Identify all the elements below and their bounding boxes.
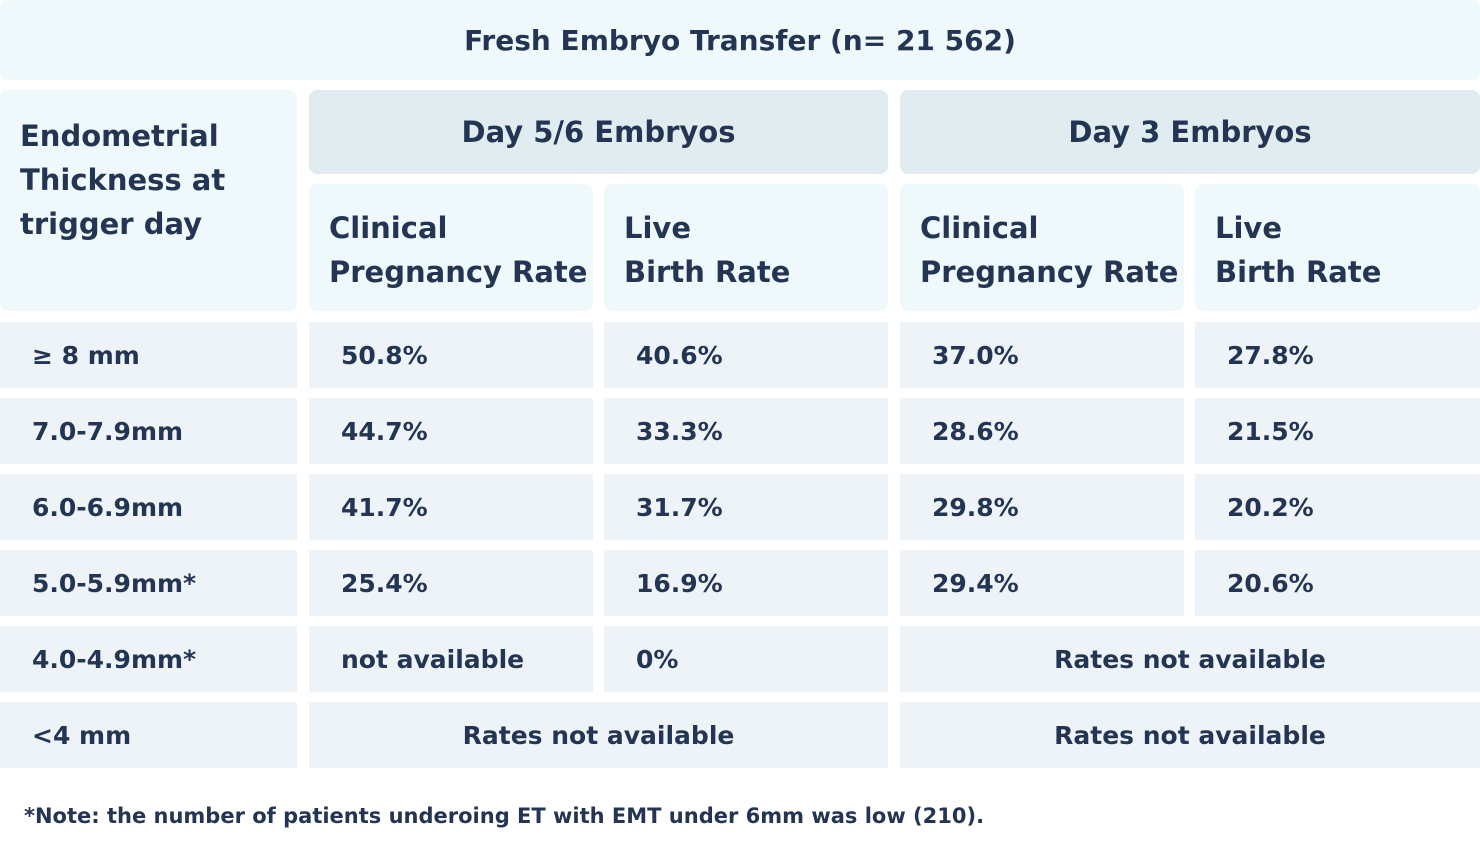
table-cell: 0% bbox=[604, 626, 888, 692]
table-cell: 20.2% bbox=[1195, 474, 1480, 540]
table-cell: 50.8% bbox=[309, 322, 593, 388]
subheader-day56-clinical-pregnancy: Clinical Pregnancy Rate bbox=[309, 184, 593, 311]
subheader-line: Pregnancy Rate bbox=[329, 255, 588, 289]
subheader-line: Birth Rate bbox=[624, 255, 791, 289]
row-label: <4 mm bbox=[0, 702, 297, 768]
table-cell: 20.6% bbox=[1195, 550, 1480, 616]
table-title: Fresh Embryo Transfer (n= 21 562) bbox=[0, 0, 1480, 80]
table-cell: 40.6% bbox=[604, 322, 888, 388]
group-header-day56: Day 5/6 Embryos bbox=[309, 90, 888, 174]
subheader-line: Birth Rate bbox=[1215, 255, 1382, 289]
table-cell: 28.6% bbox=[900, 398, 1184, 464]
merged-cell-day3: Rates not available bbox=[900, 702, 1480, 768]
table-cell: 31.7% bbox=[604, 474, 888, 540]
subheader-day56-live-birth: Live Birth Rate bbox=[604, 184, 888, 311]
table-cell: 25.4% bbox=[309, 550, 593, 616]
table-cell: 27.8% bbox=[1195, 322, 1480, 388]
row-label: 4.0-4.9mm* bbox=[0, 626, 297, 692]
subheader-day3-clinical-pregnancy: Clinical Pregnancy Rate bbox=[900, 184, 1184, 311]
table-cell: not available bbox=[309, 626, 593, 692]
merged-cell-day56: Rates not available bbox=[309, 702, 888, 768]
subheader-line: Clinical bbox=[329, 211, 448, 245]
subheader-line: Live bbox=[1215, 211, 1282, 245]
footnote: *Note: the number of patients underoing … bbox=[24, 804, 985, 828]
table-cell: 29.4% bbox=[900, 550, 1184, 616]
row-label: 5.0-5.9mm* bbox=[0, 550, 297, 616]
row-label: 6.0-6.9mm bbox=[0, 474, 297, 540]
row-label: ≥ 8 mm bbox=[0, 322, 297, 388]
row-header: Endometrial Thickness at trigger day bbox=[0, 90, 297, 311]
row-label: 7.0-7.9mm bbox=[0, 398, 297, 464]
table-cell: 33.3% bbox=[604, 398, 888, 464]
table-cell: 37.0% bbox=[900, 322, 1184, 388]
subheader-day3-live-birth: Live Birth Rate bbox=[1195, 184, 1480, 311]
group-header-day3: Day 3 Embryos bbox=[900, 90, 1480, 174]
table-cell: 21.5% bbox=[1195, 398, 1480, 464]
subheader-line: Pregnancy Rate bbox=[920, 255, 1179, 289]
merged-cell-day3: Rates not available bbox=[900, 626, 1480, 692]
table-cell: 29.8% bbox=[900, 474, 1184, 540]
subheader-line: Live bbox=[624, 211, 691, 245]
table-cell: 16.9% bbox=[604, 550, 888, 616]
table-cell: 44.7% bbox=[309, 398, 593, 464]
subheader-line: Clinical bbox=[920, 211, 1039, 245]
table-cell: 41.7% bbox=[309, 474, 593, 540]
